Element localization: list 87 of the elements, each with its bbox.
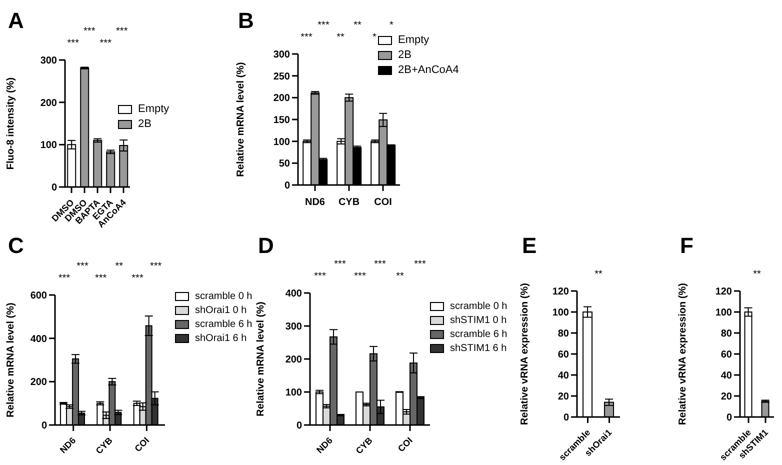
legend-label: shOrai1 0 h [195,305,247,316]
y-tick-label: 300 [285,322,302,333]
y-tick-label: 20 [720,392,732,403]
y-tick-label: 200 [40,98,58,109]
y-tick-label: 40 [720,370,732,382]
text: * [388,20,394,31]
text: *** [94,273,108,284]
x-tick-label: COI [374,197,392,208]
legend-label: scramble 0 h [195,291,252,302]
text: *** [148,261,163,272]
y-tick-label: 100 [285,388,302,399]
text: *** [76,261,90,272]
chart-title: C [8,233,24,259]
text: *** [318,20,330,31]
y-tick-label: 150 [273,115,290,126]
legend-label: 2B [138,118,152,130]
text: *** [98,38,112,49]
y-tick-label: 200 [273,93,290,104]
legend-label: Empty [138,103,170,115]
x-tick-label: ND6 [304,197,326,208]
text: *** [352,20,378,43]
y-tick-label: 0 [296,420,302,432]
text: *** [333,259,347,270]
x-tick-label: COI [132,435,152,454]
y-axis-title: Relative vRNA expression (%) [678,283,689,425]
legend-label: shSTIM1 6 h [450,343,507,354]
text: *** [353,271,367,282]
y-axis-title: Relative mRNA level (%) [236,62,247,177]
y-tick-label: 600 [30,290,48,302]
text: *** [130,273,144,284]
text: *** [413,259,427,270]
text: *** [115,26,129,37]
text: ** [395,271,405,282]
text: *** [300,32,314,43]
y-tick-label: 100 [40,140,58,152]
x-tick-label: COI [396,435,414,454]
legend-label: 2B [398,49,412,61]
y-tick-label: 100 [273,136,290,148]
chart-title: D [258,233,274,259]
y-tick-label: 20 [558,392,570,403]
text: *** [313,271,327,282]
y-tick-label: 400 [30,334,48,345]
y-axis-title: Relative vRNA expression (%) [520,283,531,425]
text: *** [373,259,387,270]
chart-title: E [522,233,537,259]
y-tick-label: 200 [285,354,302,366]
x-tick-label: CYB [338,197,360,208]
y-tick-label: 200 [30,377,48,388]
y-tick-label: 80 [720,328,732,340]
text: ** [114,261,124,272]
y-axis-title: Fluo-8 intensity (%) [6,77,17,170]
text: *** [57,273,71,284]
chart-title: B [238,8,254,34]
text: ** [594,269,604,280]
y-tick-label: 60 [720,350,732,361]
legend-label: shOrai1 6 h [195,333,247,344]
text: ** [336,32,346,43]
y-tick-label: 0 [41,420,48,432]
y-tick-label: 40 [558,370,570,382]
y-tick-label: 60 [558,350,570,361]
legend-label: scramble 6 h [195,319,252,330]
y-tick-label: 50 [278,158,290,170]
y-tick-label: 0 [726,412,732,424]
y-axis-title: Relative mRNA level (%) [256,302,267,416]
text: ** [752,269,762,280]
y-tick-label: 250 [273,71,290,82]
legend-label: shSTIM1 0 h [450,315,507,326]
chart-title: A [8,8,24,34]
text: *** [82,26,96,37]
y-tick-label: 0 [51,182,58,194]
y-tick-label: 100 [715,308,732,319]
y-tick-label: 80 [558,328,570,340]
text: *** [66,38,80,49]
y-tick-label: 300 [40,56,58,67]
y-tick-label: 120 [715,286,732,298]
chart-title: F [680,233,694,259]
y-tick-label: 400 [285,288,302,300]
y-tick-label: 300 [273,50,290,61]
y-tick-label: 0 [284,180,290,192]
legend-label: scramble 0 h [450,301,508,312]
legend-label: Empty [398,34,430,46]
y-tick-label: 120 [552,286,570,298]
y-tick-label: 0 [563,412,570,424]
y-axis-title: Relative mRNA level (%) [6,302,17,418]
legend-label: scramble 6 h [450,329,508,340]
legend-label: 2B+AnCoA4 [398,64,459,76]
y-tick-label: 100 [552,308,570,319]
